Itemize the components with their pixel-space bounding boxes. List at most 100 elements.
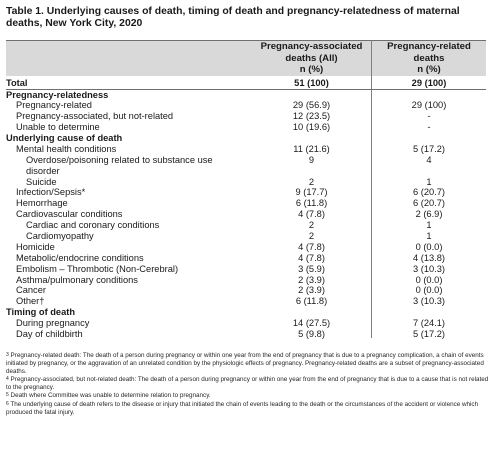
value-pregnancy-related: 5 (17.2): [412, 144, 446, 155]
row-label: Timing of death: [6, 307, 76, 318]
row-label: Embolism – Thrombotic (Non-Cerebral): [16, 263, 179, 274]
table-row: Mental health conditions 11 (21.6) 5 (17.2…: [6, 144, 486, 155]
table-row: Suicide 2 1: [6, 177, 486, 188]
value-pregnancy-associated: 4 (7.8): [298, 209, 325, 220]
table-row: Hemorrhage 6 (11.8) 6 (20.7): [6, 198, 486, 209]
footnote: 3 Pregnancy-related death: The death of …: [6, 352, 492, 376]
value-pregnancy-related: 3 (10.3): [412, 296, 446, 307]
value-pregnancy-related: 1: [426, 220, 432, 231]
header-col2-line: deaths: [413, 52, 445, 64]
value-pregnancy-related: 0 (0.0): [415, 274, 443, 285]
value-pregnancy-related: 29 (100): [411, 78, 447, 88]
row-label: Pregnancy-relatedness: [6, 89, 109, 100]
table-row: Asthma/pulmonary conditions 2 (3.9) 0 (0.0…: [6, 275, 486, 286]
row-label: Day of childbirth: [16, 329, 83, 339]
row-label: Cardiac and coronary conditions: [26, 220, 160, 231]
footnote-text: The underlying cause of death refers to …: [6, 400, 479, 416]
value-pregnancy-associated: 5 (9.8): [298, 329, 325, 339]
value-pregnancy-associated: 2 (3.9): [298, 285, 325, 296]
row-label: During pregnancy: [16, 318, 90, 329]
table-row: Pregnancy-related 29 (56.9) 29 (100): [6, 100, 486, 111]
value-pregnancy-associated: 6 (11.8): [295, 198, 328, 209]
value-pregnancy-related: 3 (10.3): [412, 263, 446, 274]
header-col2-line: Pregnancy-related: [387, 41, 471, 52]
value-pregnancy-related: 2 (6.9): [415, 209, 443, 220]
header-col1-line: Pregnancy-associated: [260, 41, 363, 52]
row-label: Metabolic/endocrine conditions: [16, 252, 144, 263]
value-pregnancy-associated: 2 (3.9): [298, 274, 325, 285]
table-row: Other† 6 (11.8) 3 (10.3): [6, 296, 486, 307]
header-col2-line: n (%): [417, 64, 441, 75]
footnote-mark: 5: [6, 392, 9, 399]
row-label: Hemorrhage: [16, 198, 68, 209]
footnotes: 3 Pregnancy-related death: The death of …: [6, 352, 492, 417]
value-pregnancy-associated: 2: [308, 230, 315, 241]
table-row: Homicide 4 (7.8) 0 (0.0): [6, 242, 486, 253]
value-pregnancy-associated: 29 (56.9): [292, 100, 331, 111]
value-pregnancy-associated: 9 (17.7): [295, 187, 328, 198]
table-row: Pregnancy-associated, but not-related 12 …: [6, 111, 486, 122]
value-pregnancy-associated: 9: [308, 154, 315, 165]
value-pregnancy-related: 0 (0.0): [415, 241, 443, 252]
value-pregnancy-associated: 2: [308, 176, 315, 187]
row-label: Suicide: [26, 176, 57, 187]
header-col-pregnancy-related: Pregnancy-related deaths n (%): [372, 40, 486, 76]
row-label: Overdose/poisoning related to substance …: [26, 154, 213, 176]
table-row: Overdose/poisoning related to substance …: [6, 155, 486, 177]
row-label: Unable to determine: [16, 122, 100, 133]
table-row: Cardiovascular conditions 4 (7.8) 2 (6.9): [6, 209, 486, 220]
column-divider: [371, 40, 372, 338]
value-pregnancy-associated: 51 (100): [294, 78, 329, 88]
footnote: 4 Pregnancy-associated, but not-related …: [6, 376, 492, 392]
footnote-mark: 6: [6, 400, 9, 407]
value-pregnancy-related: 1: [426, 176, 432, 187]
row-container: Pregnancy-relatedness Pregnancy-related 29…: [6, 90, 486, 340]
row-label: Total: [6, 78, 28, 88]
table-title: Table 1. Underlying causes of death, tim…: [6, 6, 460, 29]
row-label: Infection/Sepsis*: [16, 187, 86, 198]
value-pregnancy-related: 6 (20.7): [412, 198, 446, 209]
row-label: Mental health conditions: [16, 144, 117, 155]
footnote-mark: 3: [6, 352, 9, 358]
value-pregnancy-related: 0 (0.0): [415, 285, 443, 296]
row-label: Asthma/pulmonary conditions: [16, 274, 138, 285]
footnote: 5 Death where Committee was unable to de…: [6, 392, 492, 400]
total-row: Total 51 (100) 29 (100): [6, 78, 486, 90]
footnote-text: Pregnancy-associated, but not-related de…: [6, 376, 489, 392]
footnote-mark: 4: [6, 376, 9, 383]
value-pregnancy-associated: 11 (21.6): [293, 144, 330, 155]
value-pregnancy-related: -: [427, 111, 431, 122]
row-label: Other†: [16, 296, 45, 307]
section-header-row: Pregnancy-relatedness: [6, 90, 486, 101]
footnote-text: Death where Committee was unable to dete…: [10, 392, 211, 400]
section-header-row: Underlying cause of death: [6, 133, 486, 144]
value-pregnancy-related: 7 (24.1): [412, 318, 446, 329]
value-pregnancy-associated: 6 (11.8): [295, 296, 328, 307]
value-pregnancy-related: 6 (20.7): [412, 187, 446, 198]
table-row: During pregnancy 14 (27.5) 7 (24.1): [6, 318, 486, 329]
table-row: Infection/Sepsis* 9 (17.7) 6 (20.7): [6, 187, 486, 198]
value-pregnancy-associated: 2: [308, 220, 315, 231]
table-header: Pregnancy-associated deaths (All) n (%) …: [6, 40, 486, 76]
footnote-text: Pregnancy-related death: The death of a …: [6, 352, 484, 376]
table-row: Cardiomyopathy 2 1: [6, 231, 486, 242]
value-pregnancy-associated: 4 (7.8): [298, 252, 325, 263]
row-label: Pregnancy-related: [16, 100, 92, 111]
value-pregnancy-related: 4: [426, 154, 432, 165]
row-label: Cardiovascular conditions: [16, 209, 123, 220]
header-top-rule: [6, 40, 486, 41]
value-pregnancy-associated: 12 (23.5): [292, 111, 331, 122]
value-pregnancy-related: 4 (13.8): [412, 252, 446, 263]
table-body: Total 51 (100) 29 (100) Pregnancy-relate…: [6, 78, 486, 340]
header-col1-line: n (%): [299, 64, 324, 75]
row-label: Cardiomyopathy: [26, 230, 94, 241]
header-col1-line: deaths (All): [285, 52, 338, 64]
table-row: Metabolic/endocrine conditions 4 (7.8) 4 (…: [6, 253, 486, 264]
value-pregnancy-associated: 10 (19.6): [292, 122, 331, 133]
table-row: Cancer 2 (3.9) 0 (0.0): [6, 285, 486, 296]
row-label: Cancer: [16, 285, 46, 296]
row-label: Homicide: [16, 241, 55, 252]
value-pregnancy-related: 1: [426, 230, 432, 241]
header-col-pregnancy-associated: Pregnancy-associated deaths (All) n (%): [253, 40, 370, 76]
